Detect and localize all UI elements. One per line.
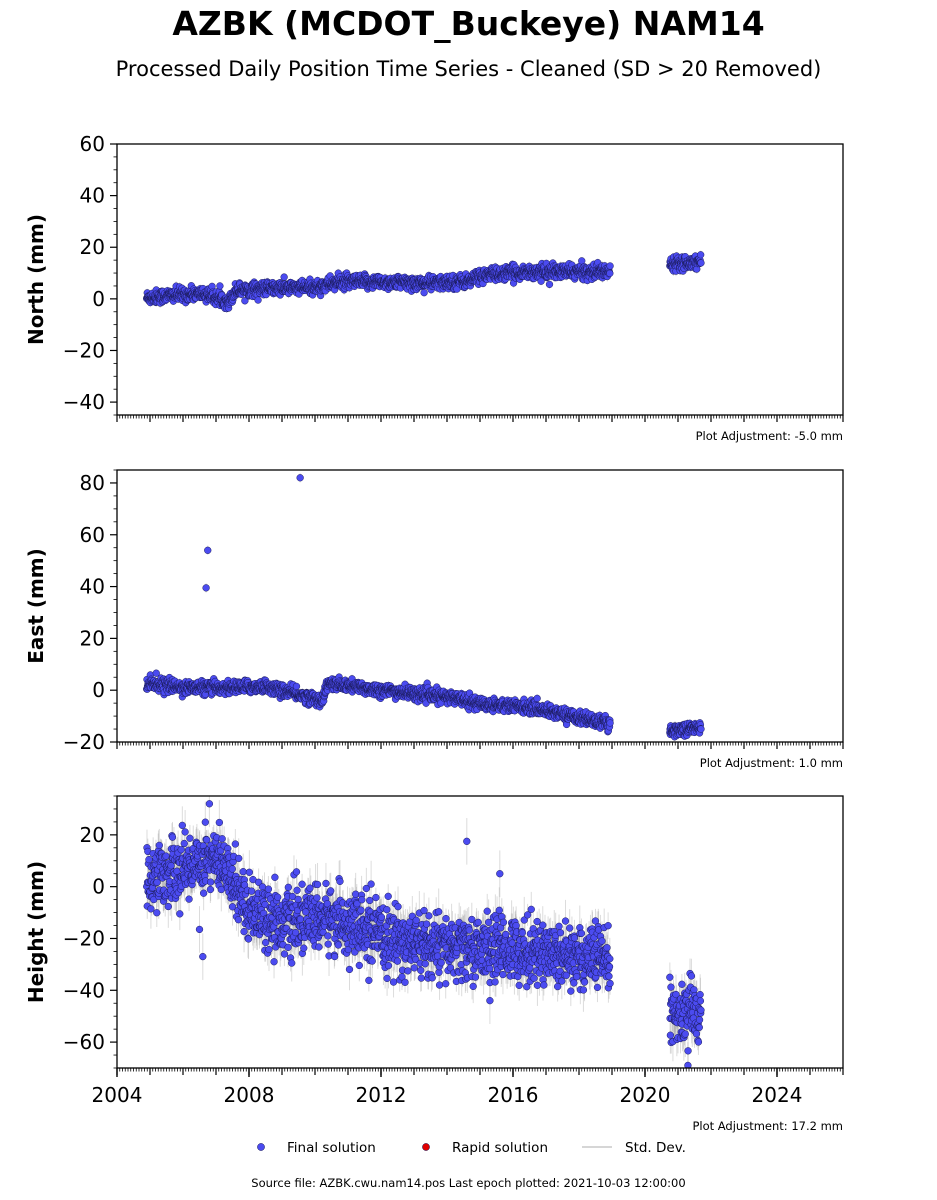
panels: −40 −20 0 20 40 60 North (mm) Plot Adjustment: …	[24, 132, 844, 1133]
data-point	[606, 262, 614, 270]
y-tick-label: 60	[80, 132, 105, 156]
chart-title: AZBK (MCDOT_Buckeye) NAM14	[172, 4, 765, 43]
data-point	[537, 277, 545, 285]
data-point	[606, 269, 614, 278]
y-tick-label: 40	[80, 184, 105, 208]
panel-north: −40 −20 0 20 40 60 North (mm) Plot Adjustment: …	[24, 132, 844, 443]
x-ticks	[116, 415, 844, 422]
data-point	[216, 282, 224, 290]
data-point	[420, 289, 428, 297]
y-tick-label: 0	[92, 287, 105, 311]
data-point	[241, 297, 249, 305]
final-solution-points	[143, 251, 705, 313]
chart-subtitle: Processed Daily Position Time Series - C…	[115, 57, 822, 81]
y-tick-label: −40	[63, 390, 105, 414]
y-tick-label: 20	[80, 235, 105, 259]
y-ticks: −40 −20 0 20 40 60	[63, 132, 117, 416]
data-point	[545, 280, 554, 289]
data-point	[697, 251, 705, 259]
plot-adjustment-note: Plot Adjustment: -5.0 mm	[696, 429, 843, 443]
y-tick-label: −20	[63, 338, 105, 362]
y-axis-label: North (mm)	[24, 214, 48, 345]
data-point	[280, 273, 288, 281]
data-point	[254, 296, 262, 304]
data-point	[697, 259, 705, 267]
